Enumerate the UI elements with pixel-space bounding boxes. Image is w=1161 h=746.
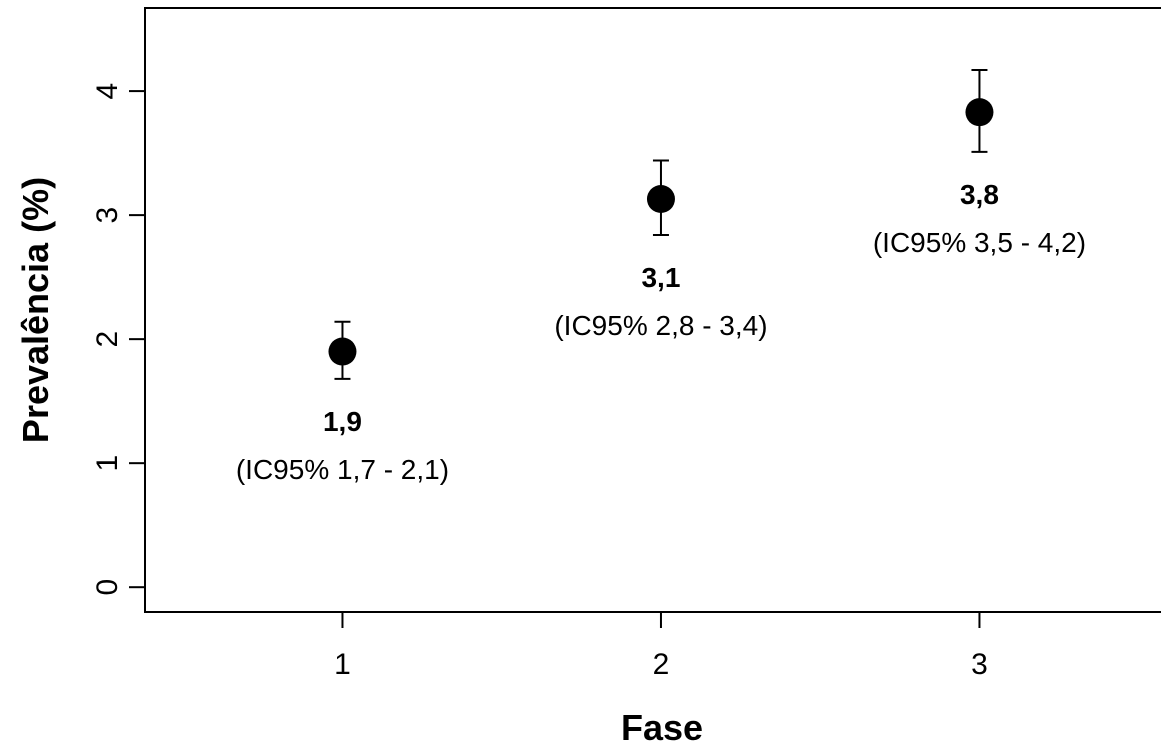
x-tick-label: 1 xyxy=(334,648,351,681)
y-tick-label: 0 xyxy=(91,579,124,596)
y-axis-title: Prevalência (%) xyxy=(15,177,56,443)
ci-label: (IC95% 2,8 - 3,4) xyxy=(554,310,767,341)
ci-label: (IC95% 1,7 - 2,1) xyxy=(236,454,449,485)
ci-label: (IC95% 3,5 - 4,2) xyxy=(873,227,1086,258)
value-label: 3,8 xyxy=(960,179,999,210)
y-tick-label: 4 xyxy=(91,83,124,100)
data-annotations: 1,9 (IC95% 1,7 - 2,1) 3,1 (IC95% 2,8 - 3,4)… xyxy=(236,179,1086,485)
y-axis: 0 1 2 3 4 xyxy=(91,83,145,596)
value-label: 3,1 xyxy=(641,262,680,293)
data-marks xyxy=(328,69,994,380)
data-point xyxy=(965,98,994,127)
plot-border xyxy=(144,7,1161,613)
x-axis: 1 2 3 xyxy=(334,612,988,681)
plot-frame xyxy=(144,7,1161,613)
y-tick-label: 1 xyxy=(91,455,124,472)
data-point xyxy=(328,337,357,366)
y-tick-label: 2 xyxy=(91,331,124,348)
data-point xyxy=(646,184,675,213)
value-label: 1,9 xyxy=(323,406,362,437)
x-tick-label: 2 xyxy=(653,648,670,681)
y-tick-label: 3 xyxy=(91,207,124,224)
x-axis-title: Fase xyxy=(621,707,703,746)
x-tick-label: 3 xyxy=(971,648,988,681)
